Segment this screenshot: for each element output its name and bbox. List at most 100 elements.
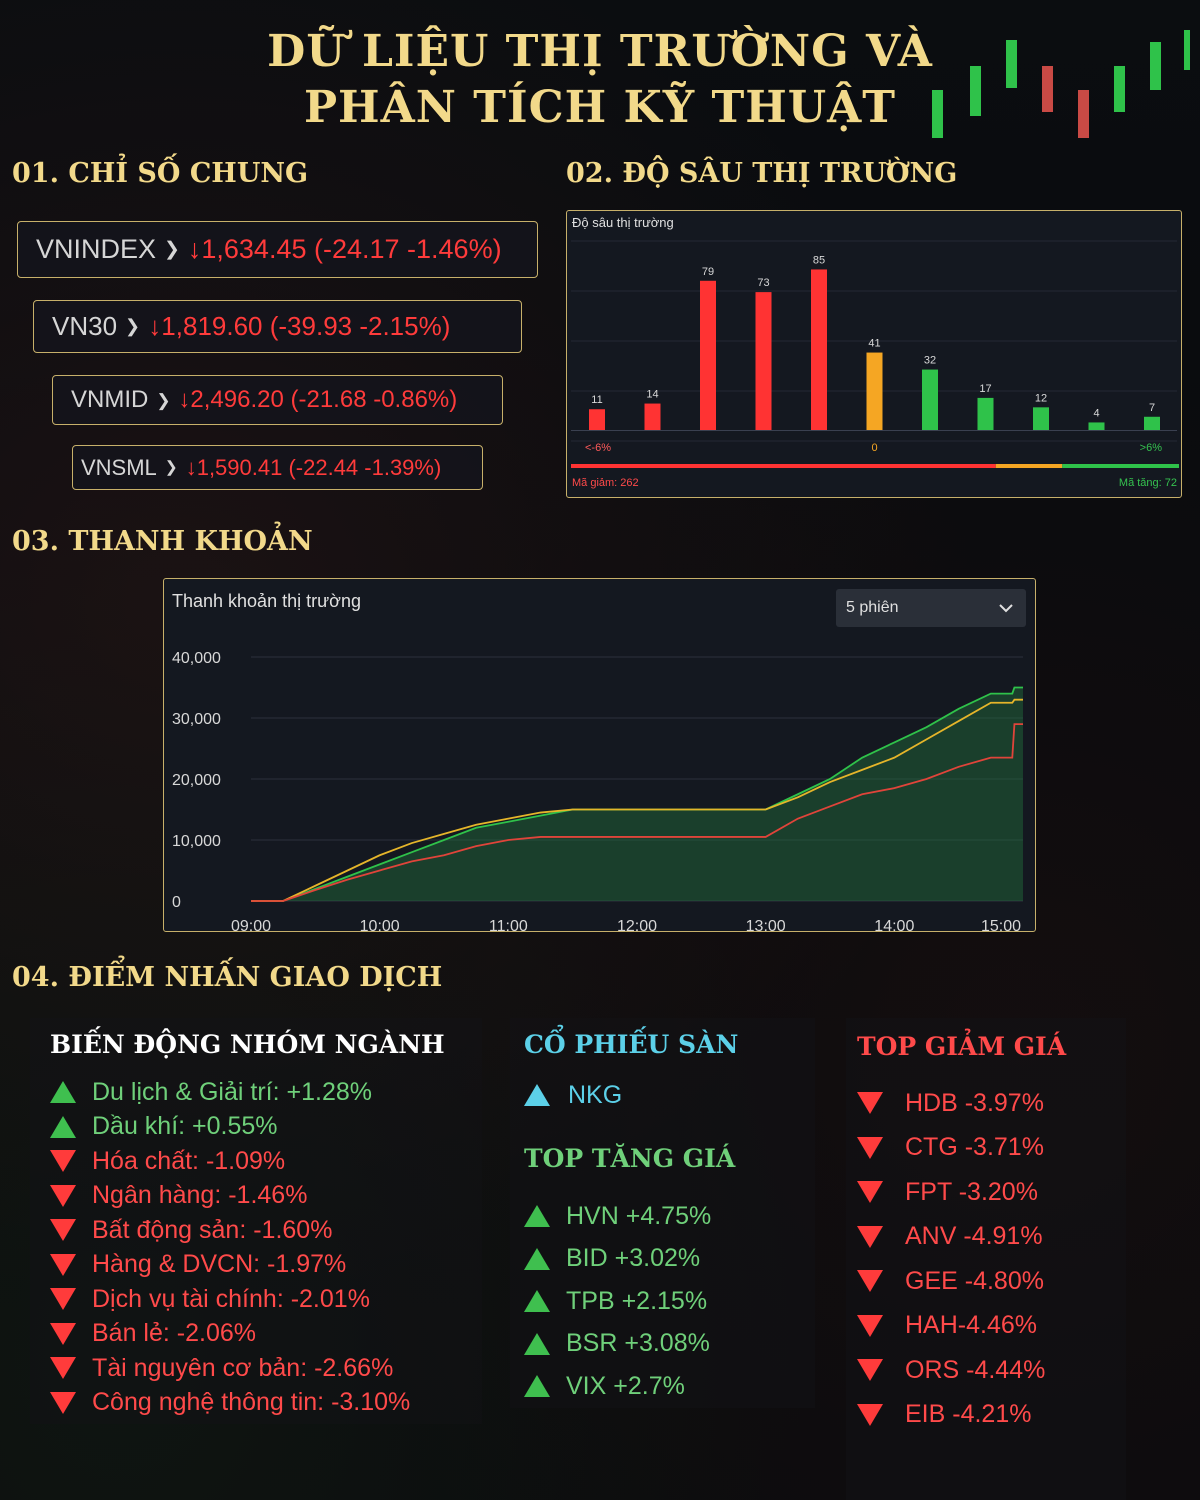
depth-chart-title: Độ sâu thị trường xyxy=(572,215,674,230)
index-name: VNSML xyxy=(81,454,157,480)
index-box-vnsml[interactable]: VNSML ❯ ↓1,590.41 (-22.44 -1.39%) xyxy=(72,445,483,490)
triangle-down-icon xyxy=(857,1092,883,1115)
depth-bar-label: 14 xyxy=(646,389,658,401)
sector-list-title: BIẾN ĐỘNG NHÓM NGÀNH xyxy=(50,1030,445,1059)
depth-bar xyxy=(811,269,827,430)
triangle-up-icon xyxy=(50,1115,76,1138)
depth-bar xyxy=(922,369,938,430)
section-title-highlights: 04. ĐIỂM NHẤN GIAO DỊCH xyxy=(12,962,443,993)
top-gainers-list: TOP TĂNG GIÁ HVN +4.75% BID +3.02% TPB +2.… xyxy=(524,1144,814,1408)
market-depth-panel: Độ sâu thị trường 11 14 79 73 85 41 32 17 12 4 7 <-… xyxy=(566,210,1182,498)
triangle-down-icon xyxy=(857,1225,883,1248)
floor-stock-item: NKG xyxy=(524,1075,814,1115)
triangle-down-icon xyxy=(857,1181,883,1204)
depth-bar xyxy=(1144,416,1160,430)
sector-item-text: Ngân hàng: -1.46% xyxy=(92,1181,308,1210)
depth-axis-center-label: 0 xyxy=(871,442,877,454)
loser-item-text: ANV -4.91% xyxy=(905,1222,1043,1251)
x-tick-label: 12:00 xyxy=(617,918,657,931)
sector-item: Ngân hàng: -1.46% xyxy=(50,1179,490,1214)
gainer-item-text: HVN +4.75% xyxy=(566,1201,712,1230)
candlestick-decoration-icon xyxy=(932,30,1190,138)
page-title-line2: PHÂN TÍCH KỸ THUẬT xyxy=(303,82,897,133)
depth-bar xyxy=(755,292,772,430)
index-value: ↓2,496.20 (-21.68 -0.86%) xyxy=(178,386,458,413)
y-tick-label: 30,000 xyxy=(172,711,221,728)
sector-item-text: Tài nguyên cơ bản: -2.66% xyxy=(92,1353,394,1382)
depth-axis-left-label: <-6% xyxy=(585,442,611,454)
depth-bar-label: 79 xyxy=(702,266,714,278)
sector-item: Bất động sản: -1.60% xyxy=(50,1213,490,1248)
depth-footer-right: Mã tăng: 72 xyxy=(1118,477,1177,489)
sector-item: Hàng & DVCN: -1.97% xyxy=(50,1248,490,1283)
floor-list-title: CỔ PHIẾU SÀN xyxy=(524,1030,739,1059)
index-value: ↓1,590.41 (-22.44 -1.39%) xyxy=(185,454,442,480)
depth-bar-label: 11 xyxy=(591,394,602,406)
liquidity-panel: Thanh khoản thị trường 5 phiên 0 10,000 20… xyxy=(163,578,1036,932)
sector-item-text: Hàng & DVCN: -1.97% xyxy=(92,1250,347,1279)
sector-item: Du lịch & Giải trí: +1.28% xyxy=(50,1075,490,1110)
sector-item-text: Công nghệ thông tin: -3.10% xyxy=(92,1388,411,1417)
loser-item: ANV -4.91% xyxy=(857,1215,1127,1260)
depth-bar xyxy=(1033,407,1049,430)
triangle-up-icon xyxy=(524,1084,550,1106)
depth-bar-label: 17 xyxy=(979,383,991,395)
breadth-bar-segment xyxy=(571,464,996,468)
loser-item-text: ORS -4.44% xyxy=(905,1355,1046,1384)
index-name: VN30 xyxy=(52,311,118,341)
sector-item: Tài nguyên cơ bản: -2.66% xyxy=(50,1351,490,1386)
depth-bar-label: 41 xyxy=(868,338,880,350)
gainer-item: TPB +2.15% xyxy=(524,1280,814,1323)
depth-bar-label: 12 xyxy=(1035,392,1047,404)
triangle-down-icon xyxy=(857,1136,883,1159)
loser-item-text: CTG -3.71% xyxy=(905,1133,1044,1162)
gainers-list-title: TOP TĂNG GIÁ xyxy=(524,1144,736,1173)
chevron-down-icon xyxy=(999,604,1013,613)
x-tick-label: 10:00 xyxy=(360,918,400,931)
chevron-down-icon: ❯ xyxy=(156,390,171,410)
sector-item-text: Dịch vụ tài chính: -2.01% xyxy=(92,1284,370,1313)
triangle-up-icon xyxy=(524,1375,550,1398)
depth-chart-svg: 11 14 79 73 85 41 32 17 12 4 7 <-6% 0 >6% xyxy=(571,240,1179,468)
index-box-vn30[interactable]: VN30 ❯ ↓1,819.60 (-39.93 -2.15%) xyxy=(33,300,522,353)
depth-bar xyxy=(644,403,661,430)
sector-item-text: Bán lẻ: -2.06% xyxy=(92,1319,256,1348)
depth-bar-label: 4 xyxy=(1093,407,1099,419)
sector-item: Hóa chất: -1.09% xyxy=(50,1144,490,1179)
session-select[interactable]: 5 phiên xyxy=(836,589,1026,627)
depth-bar-label: 32 xyxy=(924,355,936,367)
breadth-bar-segment xyxy=(1062,464,1179,468)
depth-bar xyxy=(977,397,994,430)
triangle-up-icon xyxy=(524,1205,550,1228)
loser-item-text: HDB -3.97% xyxy=(905,1088,1044,1117)
depth-bar xyxy=(1088,422,1105,430)
floor-stock-list: CỔ PHIẾU SÀN NKG xyxy=(524,1030,814,1115)
sector-column-bg xyxy=(30,1018,482,1424)
index-value: ↓1,634.45 (-24.17 -1.46%) xyxy=(187,234,502,264)
triangle-up-icon xyxy=(524,1332,550,1355)
liquidity-series-line xyxy=(251,698,1023,902)
y-tick-label: 10,000 xyxy=(172,833,221,850)
x-tick-label: 13:00 xyxy=(746,918,786,931)
losers-list-title: TOP GIẢM GIÁ xyxy=(857,1032,1067,1061)
session-select-value: 5 phiên xyxy=(846,599,899,616)
y-tick-label: 40,000 xyxy=(172,650,221,667)
index-name: VNINDEX xyxy=(36,234,157,264)
triangle-down-icon xyxy=(50,1253,76,1276)
sector-list: BIẾN ĐỘNG NHÓM NGÀNH Du lịch & Giải trí:… xyxy=(50,1030,490,1420)
index-box-vnmid[interactable]: VNMID ❯ ↓2,496.20 (-21.68 -0.86%) xyxy=(52,375,503,425)
breadth-bar-segment xyxy=(995,464,1063,468)
sector-item-text: Du lịch & Giải trí: +1.28% xyxy=(92,1077,372,1106)
index-box-vnindex[interactable]: VNINDEX ❯ ↓1,634.45 (-24.17 -1.46%) xyxy=(17,221,538,278)
loser-item: GEE -4.80% xyxy=(857,1259,1127,1304)
chevron-down-icon: ❯ xyxy=(164,239,180,260)
x-tick-label: 09:00 xyxy=(231,918,271,931)
triangle-down-icon xyxy=(857,1270,883,1293)
page-title-line1: DỮ LIỆU THỊ TRƯỜNG VÀ xyxy=(267,26,933,77)
loser-item: CTG -3.71% xyxy=(857,1126,1127,1171)
x-tick-label: 14:00 xyxy=(874,918,914,931)
triangle-down-icon xyxy=(50,1391,76,1414)
sector-item-text: Dầu khí: +0.55% xyxy=(92,1112,278,1141)
sector-item-text: Bất động sản: -1.60% xyxy=(92,1215,333,1244)
loser-item: ORS -4.44% xyxy=(857,1348,1127,1393)
